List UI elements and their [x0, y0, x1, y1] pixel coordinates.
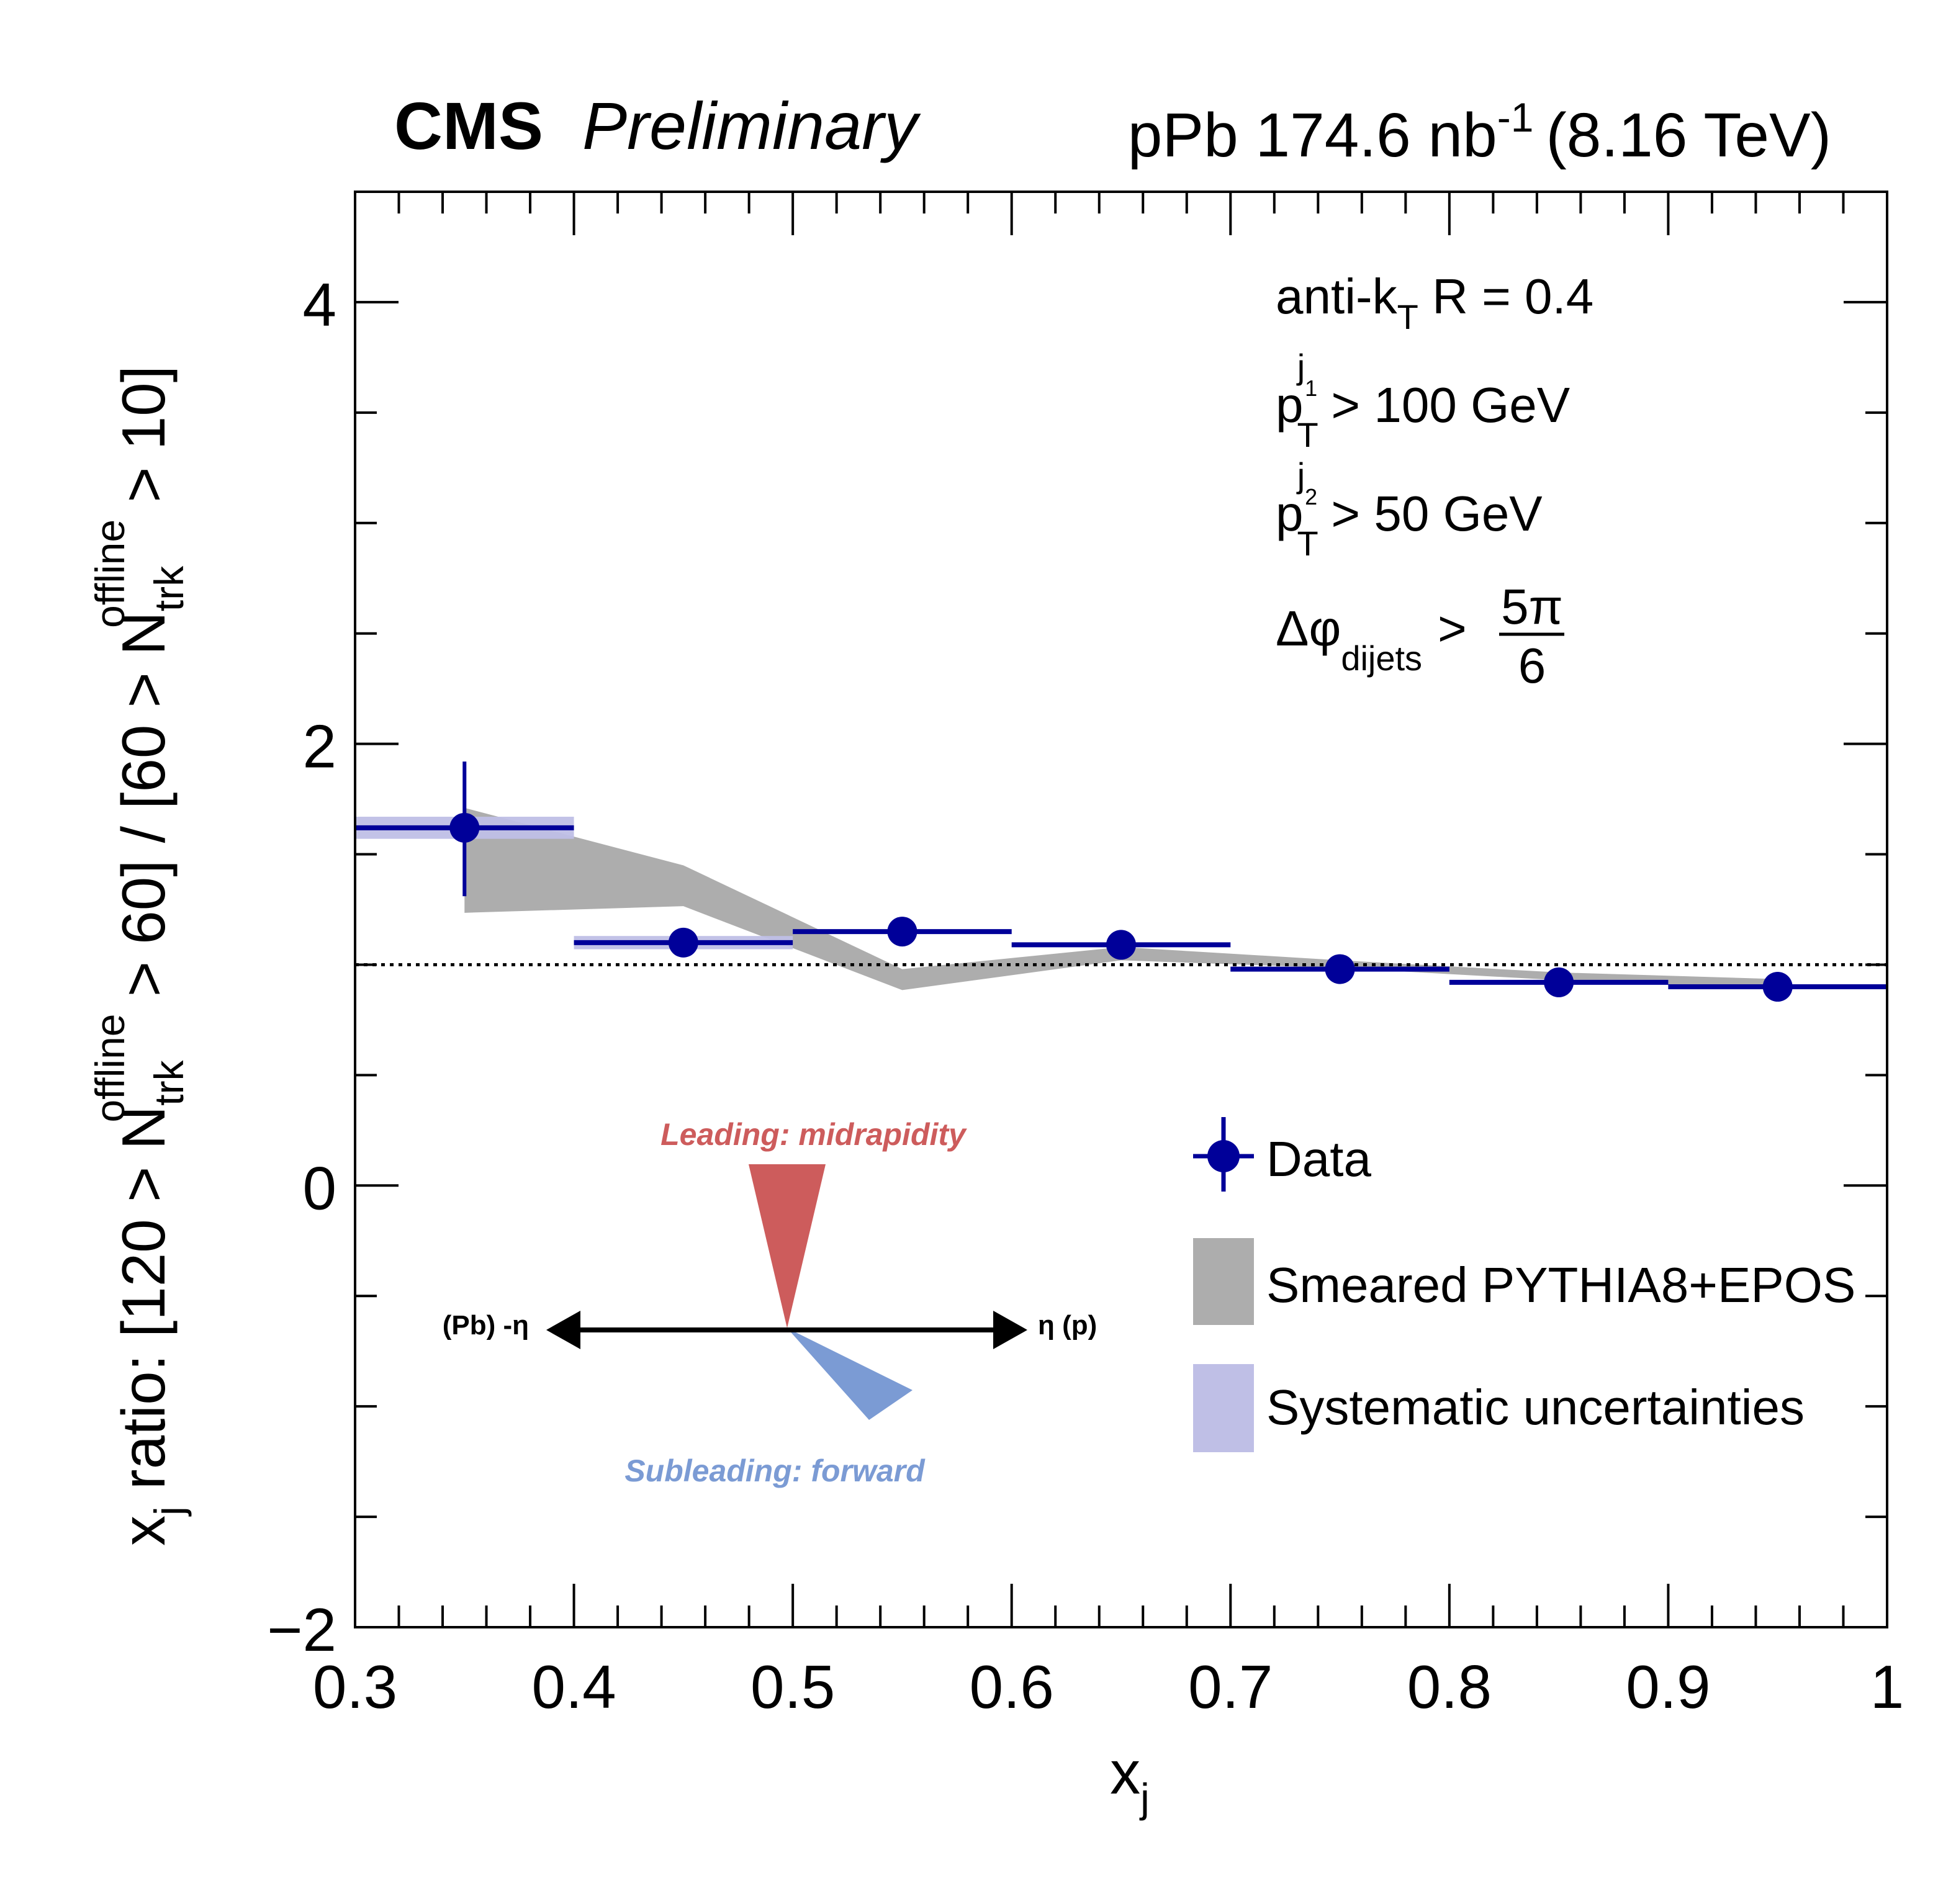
tick-labels: 0.3 0.4 0.5 0.6 0.7 0.8 0.9 1 −2 0 2 4: [267, 271, 1904, 1721]
data-point: [668, 927, 698, 958]
x-tick-label: 0.9: [1626, 1653, 1710, 1721]
plot-frame: [354, 191, 1888, 1628]
leading-label: Leading: midrapidity: [660, 1117, 967, 1152]
svg-text:Systematic uncertainties: Systematic uncertainties: [1266, 1380, 1805, 1435]
preliminary-label: Preliminary: [582, 88, 921, 163]
data-point: [449, 812, 480, 843]
x-tick-label: 0.6: [970, 1653, 1054, 1721]
axis-ticks: [354, 191, 1888, 1628]
data-layer: [355, 761, 1887, 1002]
subleading-jet-cone: [787, 1328, 913, 1420]
legend-item-syst: Systematic uncertainties: [1193, 1364, 1805, 1452]
subleading-label: Subleading: forward: [624, 1453, 926, 1488]
data-point: [1544, 967, 1574, 997]
y-axis-label: xj ratio: [120 > Ntrkoffline > 60] / [60…: [87, 366, 192, 1546]
p-eta-label: η (p): [1038, 1310, 1097, 1340]
legend-item-data: Data: [1193, 1117, 1371, 1192]
data-marker-icon: [1207, 1140, 1240, 1172]
pt2-cut-label: p Tj2 > 50 GeV: [1276, 456, 1543, 563]
legend: Data Smeared PYTHIA8+EPOS Systematic unc…: [1193, 1117, 1855, 1452]
svg-text:Smeared PYTHIA8+EPOS: Smeared PYTHIA8+EPOS: [1266, 1257, 1855, 1313]
x-tick-label: 0.7: [1188, 1653, 1273, 1721]
cms-label: CMS: [394, 88, 543, 163]
data-point: [1762, 972, 1793, 1002]
x-tick-label: 0.8: [1407, 1653, 1492, 1721]
rapidity-diagram: Leading: midrapidity (Pb) -η η (p) Suble…: [443, 1117, 1097, 1488]
leading-jet-cone: [749, 1164, 826, 1328]
y-tick-label: −2: [267, 1596, 336, 1664]
mc-band-swatch: [1193, 1238, 1254, 1325]
data-point: [887, 917, 917, 947]
x-tick-label: 1: [1870, 1653, 1904, 1721]
mc-band-layer: [464, 807, 1778, 990]
syst-swatch: [1193, 1364, 1254, 1452]
arrow-left-icon: [546, 1311, 580, 1349]
data-point: [1106, 930, 1136, 960]
y-tick-label: 0: [302, 1154, 336, 1222]
svg-text:Data: Data: [1266, 1131, 1371, 1187]
x-tick-label: 0.5: [750, 1653, 835, 1721]
x-tick-label: 0.4: [531, 1653, 616, 1721]
y-tick-label: 2: [302, 712, 336, 781]
x-tick-label: 0.3: [313, 1653, 397, 1721]
dphi-denominator: 6: [1518, 638, 1546, 693]
legend-item-mc: Smeared PYTHIA8+EPOS: [1193, 1238, 1855, 1325]
dphi-cut-label: Δφdijets>: [1276, 601, 1467, 678]
lumi-label: pPb 174.6 nb-1 (8.16 TeV): [1128, 94, 1831, 170]
arrow-right-icon: [993, 1311, 1027, 1349]
jet-algo-label: anti-kT R = 0.4: [1276, 269, 1593, 336]
x-axis-label: xj: [1110, 1738, 1150, 1821]
pb-eta-label: (Pb) -η: [443, 1310, 529, 1340]
dphi-numerator: 5π: [1501, 579, 1563, 634]
y-tick-label: 4: [302, 271, 336, 339]
mc-band: [464, 807, 1778, 990]
data-point: [1325, 954, 1355, 984]
pt1-cut-label: p Tj1 > 100 GeV: [1276, 347, 1571, 454]
